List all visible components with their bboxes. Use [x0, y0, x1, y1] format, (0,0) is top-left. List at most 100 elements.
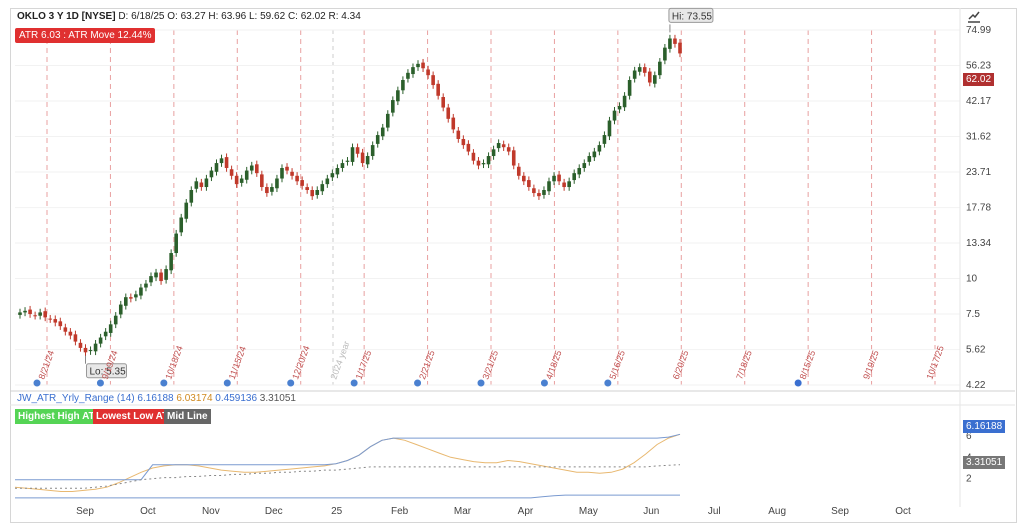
legend-highest-high-atr: Highest High ATR — [15, 409, 105, 424]
candle-body — [653, 75, 657, 84]
candle-body — [416, 63, 420, 68]
candle-body — [385, 113, 390, 128]
month-tick-label: Oct — [140, 506, 156, 517]
candle-body — [607, 120, 612, 137]
indicator-series-mid-line — [15, 464, 681, 489]
candle-body — [511, 150, 516, 166]
candle-body — [260, 174, 264, 188]
candle-body — [73, 334, 78, 342]
price-tick-label: 42.17 — [966, 96, 991, 107]
candle-body — [436, 83, 440, 96]
candle-body — [48, 318, 53, 320]
candle-body — [673, 38, 677, 44]
candle-body — [43, 311, 47, 318]
candle-body — [380, 127, 385, 137]
chart-header: OKLO 3 Y 1D [NYSE] D: 6/18/25 O: 63.27 H… — [17, 11, 361, 22]
year-marker-label: 2024 year — [328, 340, 351, 381]
event-marker-icon — [477, 379, 485, 387]
candle-body — [663, 47, 667, 61]
event-marker-icon — [223, 379, 231, 387]
candle-body — [159, 272, 163, 282]
candle-body — [53, 319, 58, 323]
candle-body — [350, 147, 355, 162]
candle-body — [476, 160, 481, 166]
candle-body — [587, 156, 592, 162]
event-marker-icon — [287, 379, 295, 387]
candle-body — [315, 190, 320, 195]
candle-body — [174, 233, 178, 254]
event-date-label: 1/17/25 — [354, 349, 374, 381]
indicator-name: JW_ATR_Yrly_Range (14) — [17, 393, 135, 404]
candle-body — [647, 71, 652, 83]
candle-body — [632, 70, 637, 79]
candle-body — [249, 165, 254, 171]
event-marker-icon — [160, 379, 168, 387]
indicator-title: JW_ATR_Yrly_Range (14) 6.16188 6.03174 0… — [17, 393, 296, 404]
candle-body — [481, 163, 486, 165]
candle-body — [93, 343, 98, 352]
price-tick-label: 10 — [966, 274, 978, 285]
month-tick-label: Jul — [708, 506, 721, 517]
candle-body — [184, 202, 189, 219]
indicator-value-1: 6.16188 — [137, 393, 174, 404]
candle-body — [149, 276, 153, 283]
candle-body — [164, 269, 168, 280]
event-marker-icon — [604, 379, 612, 387]
price-tick-label: 17.78 — [966, 203, 991, 214]
low-annotation: Lo: 5.35 — [89, 367, 126, 378]
candle-body — [542, 190, 546, 195]
event-marker-icon — [350, 379, 358, 387]
candle-body — [401, 80, 405, 91]
last-price-tag: 62.02 — [963, 73, 995, 86]
candle-body — [144, 283, 148, 288]
candle-body — [124, 297, 128, 306]
legend-lowest-low-atr: Lowest Low ATR — [93, 409, 179, 424]
candle-body — [431, 75, 435, 86]
candle-body — [139, 287, 143, 296]
candle-body — [446, 107, 451, 119]
event-marker-icon — [96, 379, 104, 387]
candle-body — [486, 156, 491, 165]
candle-body — [668, 38, 672, 49]
candle-body — [300, 180, 304, 186]
candle-body — [360, 152, 365, 164]
candle-body — [78, 342, 83, 348]
candle-body — [68, 331, 73, 336]
candle-body — [214, 163, 219, 172]
candle-body — [98, 337, 103, 344]
price-tick-label: 23.71 — [966, 167, 991, 178]
chart-frame — [10, 8, 1017, 523]
candle-body — [516, 166, 521, 176]
indicator-series-atr — [14, 433, 681, 492]
candle-body — [527, 180, 531, 188]
candle-body — [88, 350, 93, 352]
month-tick-label: Dec — [265, 506, 283, 517]
candle-body — [522, 175, 526, 182]
candle-body — [113, 315, 118, 325]
candle-body — [547, 181, 551, 192]
candle-body — [612, 110, 617, 121]
candle-body — [637, 67, 642, 72]
month-tick-label: Nov — [202, 506, 220, 517]
price-tick-label: 5.62 — [966, 345, 986, 356]
indicator-mid-tag: 3.31051 — [963, 456, 1006, 469]
candle-body — [340, 163, 345, 169]
event-date-label: 3/21/25 — [480, 349, 500, 381]
candle-body — [179, 217, 184, 233]
candle-body — [642, 67, 647, 73]
event-date-label: 5/16/25 — [607, 349, 627, 381]
candle-body — [83, 347, 88, 353]
candle-body — [285, 166, 289, 171]
month-tick-label: Sep — [76, 506, 94, 517]
event-marker-icon — [794, 379, 802, 387]
event-date-label: 7/18/25 — [734, 349, 754, 381]
month-tick-label: Aug — [768, 506, 786, 517]
candle-body — [219, 158, 224, 164]
symbol-label: OKLO 3 Y 1D [NYSE] — [17, 11, 116, 22]
event-date-label: 11/15/24 — [227, 345, 248, 381]
candle-body — [270, 187, 274, 192]
drawing-tool-icon[interactable] — [967, 10, 981, 24]
candle-body — [18, 312, 22, 315]
close-value: C: 62.02 — [287, 11, 326, 22]
